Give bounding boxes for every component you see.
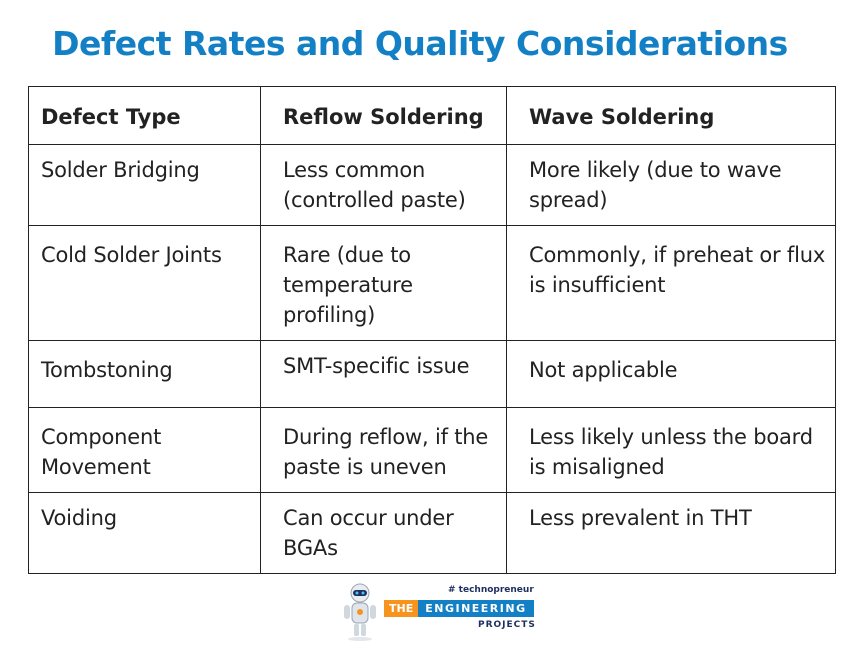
- logo-hashtag: # technopreneur: [448, 585, 534, 595]
- table-row: Voiding Can occur under BGAs Less preval…: [28, 492, 836, 574]
- cell-wave: Less likely unless the board is misalign…: [506, 407, 836, 493]
- table-row: Solder Bridging Less common (controlled …: [28, 144, 836, 226]
- cell-reflow: SMT-specific issue: [260, 340, 507, 408]
- page-title: Defect Rates and Quality Considerations: [52, 24, 788, 63]
- cell-reflow: Less common (controlled paste): [260, 144, 507, 226]
- logo-brand-bar: THE ENGINEERING: [384, 600, 534, 617]
- cell-defect-type: Cold Solder Joints: [28, 225, 261, 341]
- logo-engineering: ENGINEERING: [418, 600, 534, 617]
- cell-wave: Less prevalent in THT: [506, 492, 836, 574]
- cell-defect-type: Voiding: [28, 492, 261, 574]
- cell-wave: More likely (due to wave spread): [506, 144, 836, 226]
- table-row: Tombstoning SMT-specific issue Not appli…: [28, 340, 836, 408]
- cell-reflow: Rare (due to temperature profiling): [260, 225, 507, 341]
- engineering-projects-logo: # technopreneur THE ENGINEERING PROJECTS: [340, 581, 535, 643]
- table-row: Cold Solder Joints Rare (due to temperat…: [28, 225, 836, 341]
- logo-the: THE: [384, 600, 419, 617]
- table-header-row: Defect Type Reflow Soldering Wave Solder…: [28, 86, 836, 145]
- cell-wave: Not applicable: [506, 340, 836, 408]
- logo-projects: PROJECTS: [478, 620, 536, 630]
- cell-defect-type: Tombstoning: [28, 340, 261, 408]
- cell-reflow: During reflow, if the paste is uneven: [260, 407, 507, 493]
- cell-defect-type: Solder Bridging: [28, 144, 261, 226]
- table-row: Component Movement During reflow, if the…: [28, 407, 836, 493]
- header-reflow-soldering: Reflow Soldering: [260, 86, 507, 145]
- defect-comparison-table: Defect Type Reflow Soldering Wave Solder…: [28, 86, 836, 574]
- header-defect-type: Defect Type: [28, 86, 261, 145]
- cell-defect-type: Component Movement: [28, 407, 261, 493]
- header-wave-soldering: Wave Soldering: [506, 86, 836, 145]
- cell-reflow: Can occur under BGAs: [260, 492, 507, 574]
- cell-wave: Commonly, if preheat or flux is insuffic…: [506, 225, 836, 341]
- robot-mascot-icon: [344, 583, 376, 641]
